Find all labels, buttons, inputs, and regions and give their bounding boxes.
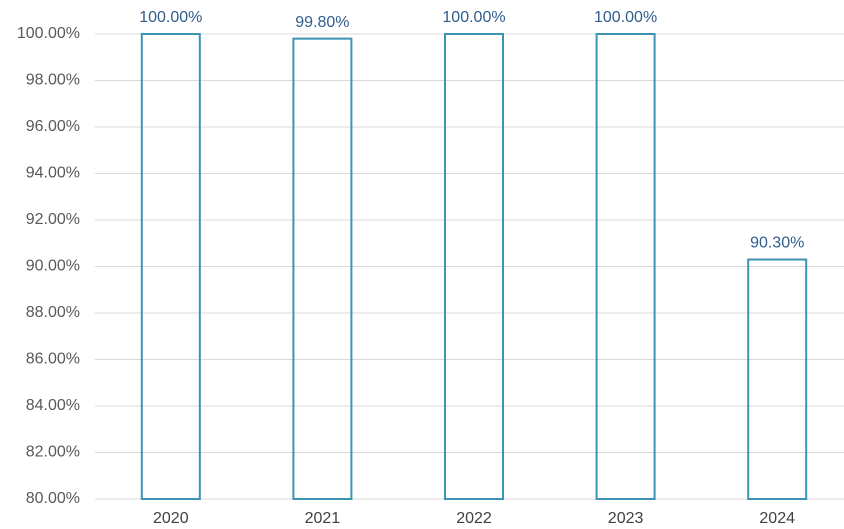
y-tick-label: 80.00% xyxy=(26,490,80,507)
value-label: 90.30% xyxy=(750,235,804,252)
x-tick-label: 2024 xyxy=(759,510,795,527)
bar xyxy=(595,33,656,500)
y-tick-label: 84.00% xyxy=(26,397,80,414)
x-tick-label: 2021 xyxy=(305,510,341,527)
y-tick-label: 96.00% xyxy=(26,118,80,135)
bar xyxy=(444,33,504,500)
value-label: 100.00% xyxy=(594,9,657,26)
y-tick-label: 88.00% xyxy=(26,304,80,321)
x-tick-label: 2020 xyxy=(153,510,189,527)
bar xyxy=(292,37,353,501)
bar xyxy=(747,258,808,500)
y-tick-label: 100.00% xyxy=(17,25,80,42)
y-tick-label: 86.00% xyxy=(26,351,80,368)
y-tick-label: 94.00% xyxy=(26,165,80,182)
y-tick-label: 98.00% xyxy=(26,72,80,89)
value-label: 100.00% xyxy=(139,9,202,26)
bar xyxy=(140,33,201,500)
y-tick-label: 82.00% xyxy=(26,444,80,461)
value-label: 100.00% xyxy=(442,9,505,26)
value-label: 99.80% xyxy=(295,14,349,31)
y-tick-label: 90.00% xyxy=(26,258,80,275)
y-tick-label: 92.00% xyxy=(26,211,80,228)
x-tick-label: 2022 xyxy=(456,510,492,527)
x-tick-label: 2023 xyxy=(608,510,644,527)
